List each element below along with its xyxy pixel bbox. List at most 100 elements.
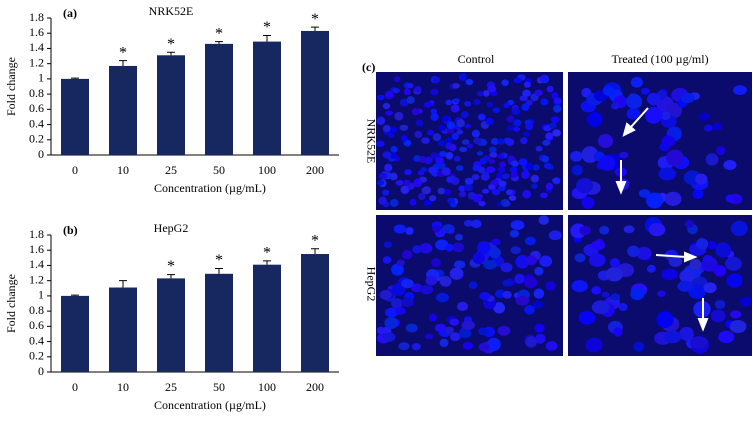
nucleus — [382, 124, 391, 133]
nucleus — [452, 242, 465, 253]
nucleus — [657, 290, 666, 298]
nucleus — [530, 174, 540, 183]
error-bar — [167, 274, 175, 279]
nucleus — [435, 156, 444, 165]
nucleus — [591, 300, 610, 315]
nucleus — [459, 146, 468, 153]
nucleus — [510, 220, 525, 230]
nucleus — [419, 285, 433, 295]
nucleus — [570, 150, 583, 162]
panel-label: (b) — [63, 223, 78, 237]
nucleus — [486, 337, 501, 352]
chart-title: NRK52E — [149, 4, 194, 18]
nucleus — [638, 188, 651, 198]
nucleus — [626, 93, 643, 110]
nucleus — [497, 138, 506, 145]
nucleus — [451, 132, 459, 140]
bar — [157, 55, 185, 155]
nucleus — [550, 116, 560, 124]
nucleus — [446, 176, 454, 183]
nucleus — [730, 310, 742, 319]
nucleus — [578, 311, 596, 325]
nucleus — [524, 236, 536, 246]
nucleus — [376, 140, 385, 147]
nucleus — [679, 326, 694, 341]
bar — [109, 65, 137, 155]
nucleus — [411, 343, 421, 351]
nucleus — [376, 116, 386, 126]
nucleus — [524, 304, 535, 315]
x-tick-label: 50 — [213, 163, 225, 177]
nucleus — [706, 240, 718, 250]
nucleus — [479, 292, 491, 301]
row-label: HepG2 — [364, 267, 378, 302]
x-tick-label: 10 — [117, 380, 129, 394]
nucleus — [453, 155, 461, 162]
nucleus — [574, 253, 586, 263]
nucleus — [525, 336, 537, 348]
nucleus — [551, 92, 559, 99]
nucleus — [488, 184, 496, 190]
nucleus — [489, 151, 498, 158]
error-bar — [311, 248, 319, 255]
error-bar — [215, 267, 223, 274]
nucleus — [486, 101, 494, 108]
nucleus — [543, 125, 552, 132]
nucleus — [680, 92, 695, 104]
nucleus — [423, 200, 432, 206]
bar — [301, 254, 329, 372]
nucleus — [438, 124, 447, 131]
nucleus — [482, 90, 490, 97]
nucleus — [502, 173, 510, 180]
nucleus — [431, 258, 441, 268]
nucleus — [627, 245, 640, 258]
nucleus — [714, 299, 726, 309]
nucleus — [434, 323, 447, 333]
nucleus — [439, 275, 452, 287]
nucleus — [478, 342, 490, 352]
nucleus — [488, 247, 501, 259]
nucleus — [534, 323, 545, 333]
nucleus — [405, 226, 414, 235]
nucleus — [455, 233, 464, 241]
nucleus — [646, 264, 656, 273]
nucleus — [415, 119, 424, 127]
nucleus — [384, 163, 393, 172]
nucleus — [677, 280, 694, 292]
nucleus — [542, 139, 551, 146]
nucleus — [424, 333, 434, 340]
nucleus — [540, 98, 549, 106]
nucleus — [472, 165, 480, 172]
y-tick-label: 0.4 — [29, 116, 44, 130]
nucleus — [588, 253, 606, 267]
nucleus — [524, 119, 532, 125]
nucleus — [424, 156, 433, 165]
nucleus — [471, 174, 480, 180]
nucleus — [450, 104, 460, 113]
nucleus — [445, 243, 454, 252]
y-tick-label: 0.2 — [29, 132, 44, 146]
nucleus — [445, 99, 453, 106]
nucleus — [404, 169, 412, 176]
nucleus — [452, 83, 460, 89]
nucleus — [399, 124, 409, 131]
nucleus — [497, 153, 505, 159]
nucleus — [464, 123, 471, 129]
y-tick-label: 1.2 — [29, 55, 44, 69]
y-tick-label: 0.6 — [29, 101, 44, 115]
nucleus — [491, 137, 499, 146]
nucleus — [488, 146, 497, 154]
nucleus — [478, 200, 486, 207]
nucleus — [664, 191, 682, 206]
nucleus — [533, 288, 545, 299]
bar — [109, 287, 137, 372]
error-bar — [215, 41, 223, 44]
y-tick-label: 1.4 — [29, 40, 44, 54]
nucleus — [514, 273, 525, 285]
y-tick-label: 0.6 — [29, 318, 44, 332]
nucleus — [540, 192, 548, 199]
nucleus — [389, 198, 399, 207]
nucleus — [401, 297, 414, 307]
nucleus — [406, 96, 415, 104]
nucleus — [482, 188, 490, 194]
